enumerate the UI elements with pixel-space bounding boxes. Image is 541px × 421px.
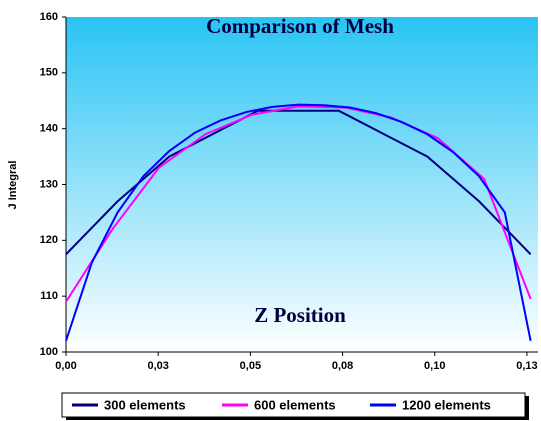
legend-label: 1200 elements [402, 397, 491, 412]
x-tick-label: 0,00 [55, 360, 76, 372]
x-tick-label: 0,05 [240, 360, 261, 372]
y-axis-label: J Integral [7, 161, 19, 210]
x-axis-label: Z Position [254, 303, 346, 327]
series-line [65, 109, 532, 255]
y-tick-label: 100 [40, 346, 58, 358]
chart-title: Comparison of Mesh [206, 14, 394, 38]
y-tick-label: 120 [40, 234, 58, 246]
legend [61, 392, 526, 418]
y-tick-label: 160 [40, 11, 58, 23]
x-tick-label: 0,10 [424, 360, 445, 372]
y-tick-label: 140 [40, 123, 58, 135]
x-tick-label: 0,13 [516, 360, 537, 372]
x-tick-label: 0,03 [147, 360, 168, 372]
series-line [65, 103, 532, 342]
y-tick-label: 110 [40, 290, 58, 302]
x-tick-label: 0,08 [332, 360, 353, 372]
legend-label: 600 elements [254, 397, 336, 412]
y-tick-label: 130 [40, 178, 58, 190]
y-tick-label: 150 [40, 67, 58, 79]
legend-label: 300 elements [104, 397, 186, 412]
